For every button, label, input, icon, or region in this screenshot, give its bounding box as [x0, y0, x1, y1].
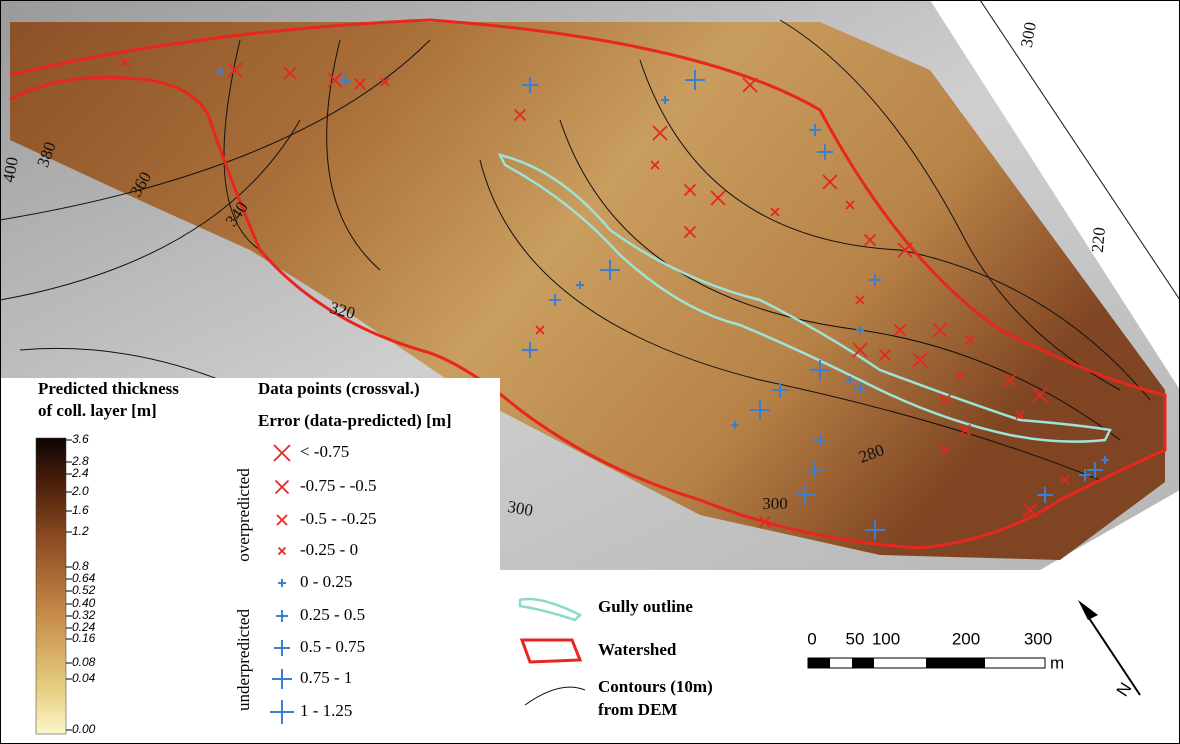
colorbar-tick-label: 0.00 [72, 722, 96, 736]
map-figure: Predicted thickness of coll. layer [m] D… [0, 0, 1180, 744]
scale-label: 100 [872, 629, 900, 648]
legend-label: Watershed [598, 640, 677, 659]
legend-title: Predicted thickness [38, 379, 179, 398]
class-label: -0.25 - 0 [300, 540, 358, 559]
scale-label: 300 [1024, 629, 1052, 648]
colorbar-tick-label: 2.0 [71, 484, 89, 498]
scale-label: 0 [807, 629, 816, 648]
colorbar-tick-label: 1.6 [72, 503, 89, 517]
colorbar-tick-label: 0.08 [72, 655, 96, 669]
class-label: 0.25 - 0.5 [300, 605, 365, 624]
colorbar-tick-label: 0.52 [72, 583, 96, 597]
scale-bar [808, 658, 1045, 668]
legend-label: Contours (10m) [598, 677, 713, 696]
legend-title: Data points (crossval.) [258, 379, 420, 398]
scale-label: 200 [952, 629, 980, 648]
legend-label: Gully outline [598, 597, 693, 616]
class-label: -0.5 - -0.25 [300, 509, 376, 528]
legend-subtitle: Error (data-predicted) [m] [258, 411, 452, 430]
class-label: 0.75 - 1 [300, 668, 352, 687]
class-label: 1 - 1.25 [300, 701, 352, 720]
group-label: overpredicted [234, 468, 253, 562]
scale-unit: m [1050, 653, 1064, 672]
colorbar-tick-label: 2.4 [71, 466, 89, 480]
class-label: -0.75 - -0.5 [300, 476, 376, 495]
group-label: underpredicted [234, 609, 253, 711]
class-label: < -0.75 [300, 442, 349, 461]
scale-label: 50 [846, 629, 865, 648]
colorbar-tick-label: 0.16 [72, 631, 96, 645]
class-label: 0 - 0.25 [300, 572, 352, 591]
colorbar-tick-label: 1.2 [72, 524, 89, 538]
colorbar-tick-label: 0.04 [72, 671, 96, 685]
legend-label: from DEM [598, 700, 677, 719]
colorbar [36, 438, 66, 734]
class-label: 0.5 - 0.75 [300, 637, 365, 656]
contour-label: 220 [1088, 226, 1109, 253]
contour-label: 300 [762, 494, 788, 513]
colorbar-tick-label: 3.6 [72, 432, 89, 446]
legend-title: of coll. layer [m] [38, 401, 157, 420]
